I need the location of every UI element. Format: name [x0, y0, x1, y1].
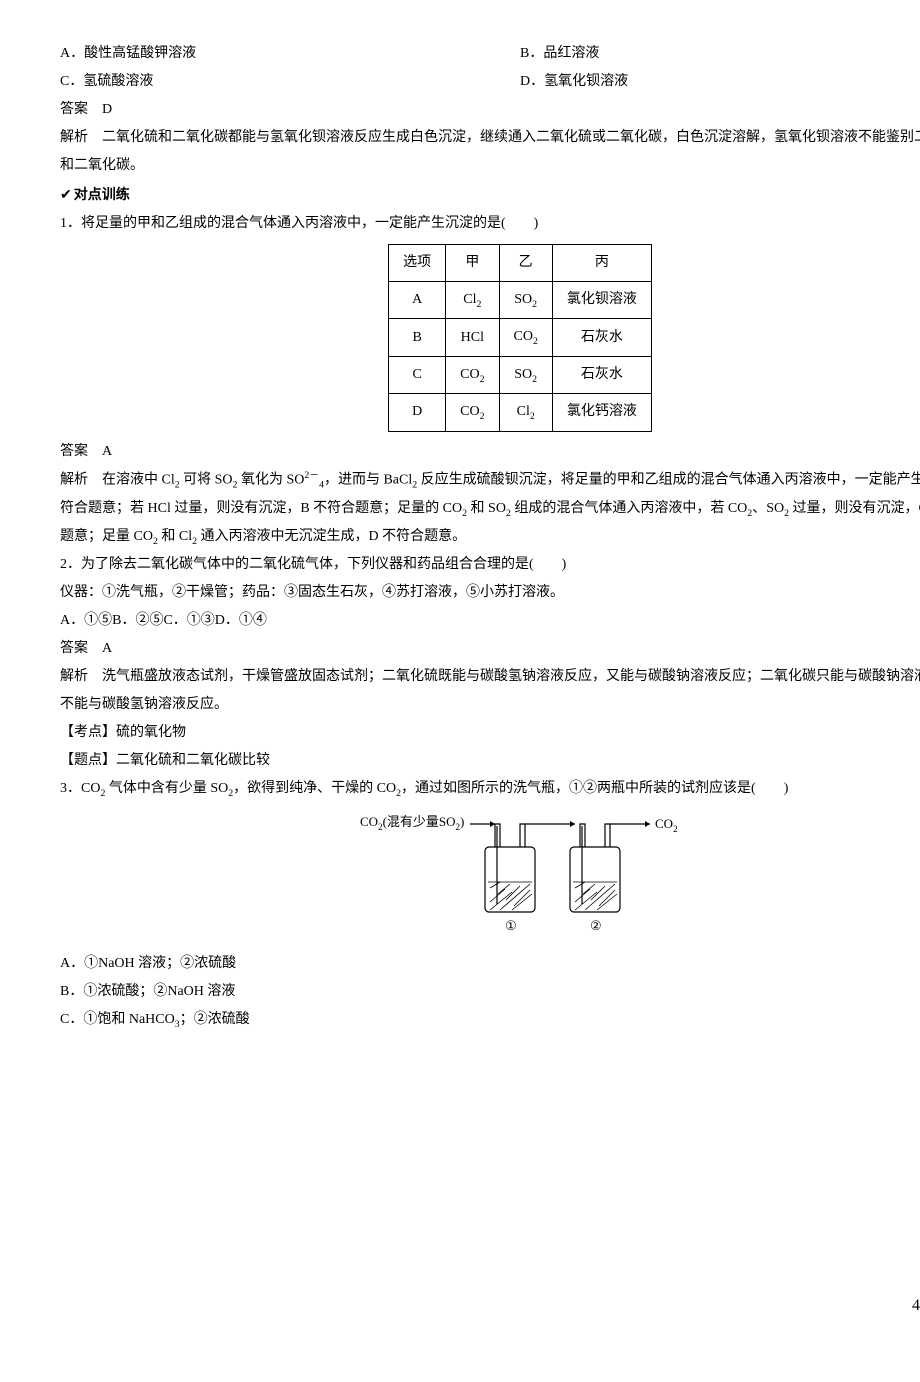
q1-stem: 1．将足量的甲和乙组成的混合气体通入丙溶液中，一定能产生沉淀的是( ) — [60, 210, 920, 238]
svg-text:②: ② — [590, 918, 602, 933]
t: 气体中含有少量 SO — [105, 781, 228, 796]
t: 和 SO — [467, 501, 506, 516]
q3-diagram: CO2(混有少量SO2) — [340, 812, 700, 942]
q0-explanation: 解析 二氧化硫和二氧化碳都能与氢氧化钡溶液反应生成白色沉淀，继续通入二氧化硫或二… — [60, 124, 920, 180]
cell-jia: CO2 — [446, 356, 499, 393]
chem: Cl — [463, 292, 476, 307]
chem: CO — [460, 367, 479, 382]
t: 氧化为 SO — [237, 472, 304, 487]
sub: 2 — [533, 336, 538, 347]
t: ，欲得到纯净、干燥的 CO — [233, 781, 396, 796]
th-yi: 乙 — [499, 245, 552, 282]
table-row: C CO2 SO2 石灰水 — [389, 356, 652, 393]
q0-opt-c: C．氢硫酸溶液 — [60, 68, 520, 96]
q2-stem: 2．为了除去二氧化碳气体中的二氧化硫气体，下列仪器和药品组合合理的是( ) — [60, 551, 920, 579]
t: 通入丙溶液中无沉淀生成，D 不符合题意。 — [197, 529, 466, 544]
cell-bing: 石灰水 — [552, 319, 651, 356]
cell-opt: A — [389, 282, 446, 319]
section-heading-label: 对点训练 — [74, 188, 130, 203]
q0-answer: 答案 D — [60, 96, 920, 124]
cell-bing: 氯化钙溶液 — [552, 394, 651, 431]
table-row: D CO2 Cl2 氯化钙溶液 — [389, 394, 652, 431]
kaodian: 【考点】硫的氧化物 — [60, 719, 920, 747]
t: 解析 在溶液中 Cl — [60, 472, 175, 487]
cell-opt: D — [389, 394, 446, 431]
table-row: A Cl2 SO2 氯化钡溶液 — [389, 282, 652, 319]
svg-text:CO2: CO2 — [655, 816, 678, 834]
cell-opt: C — [389, 356, 446, 393]
sub: 2 — [476, 299, 481, 310]
table-row: B HCl CO2 石灰水 — [389, 319, 652, 356]
tidian: 【题点】二氧化硫和二氧化碳比较 — [60, 747, 920, 775]
table-row: 选项 甲 乙 丙 — [389, 245, 652, 282]
q1-table: 选项 甲 乙 丙 A Cl2 SO2 氯化钡溶液 B HCl CO2 石灰水 C… — [388, 244, 652, 432]
q3-opt-a: A．①NaOH 溶液；②浓硫酸 — [60, 950, 920, 978]
t: 组成的混合气体通入丙溶液中，若 CO — [511, 501, 747, 516]
cell-bing: 氯化钡溶液 — [552, 282, 651, 319]
cell-bing: 石灰水 — [552, 356, 651, 393]
sub: 2 — [532, 374, 537, 385]
cell-jia: Cl2 — [446, 282, 499, 319]
q1-explanation: 解析 在溶液中 Cl2 可将 SO2 氧化为 SO2－4，进而与 BaCl2 反… — [60, 466, 920, 552]
chem: Cl — [517, 404, 530, 419]
q0-opt-d: D．氢氧化钡溶液 — [520, 68, 920, 96]
cell-opt: B — [389, 319, 446, 356]
t: 可将 SO — [180, 472, 233, 487]
sub: 2 — [530, 411, 535, 422]
sub: 2 — [532, 299, 537, 310]
q3-stem: 3．CO2 气体中含有少量 SO2，欲得到纯净、干燥的 CO2，通过如图所示的洗… — [60, 775, 920, 803]
cell-jia: HCl — [446, 319, 499, 356]
cell-yi: SO2 — [499, 282, 552, 319]
cell-jia: CO2 — [446, 394, 499, 431]
t: C．①饱和 NaHCO — [60, 1012, 175, 1027]
cell-yi: SO2 — [499, 356, 552, 393]
chem: SO — [514, 367, 532, 382]
th-bing: 丙 — [552, 245, 651, 282]
q0-opt-a: A．酸性高锰酸钾溶液 — [60, 40, 520, 68]
chem: HCl — [461, 330, 484, 345]
svg-text:①: ① — [505, 918, 517, 933]
t: ，通过如图所示的洗气瓶，①②两瓶中所装的试剂应该是( ) — [401, 781, 788, 796]
sub: 2 — [480, 374, 485, 385]
section-heading: ✔对点训练 — [60, 180, 920, 210]
cell-yi: CO2 — [499, 319, 552, 356]
q0-opt-b: B．品红溶液 — [520, 40, 920, 68]
t: ，进而与 BaCl — [324, 472, 412, 487]
chem: SO — [514, 292, 532, 307]
t: 和 Cl — [158, 529, 192, 544]
q3-opt-c: C．①饱和 NaHCO3；②浓硫酸 — [60, 1006, 920, 1034]
t: 、SO — [752, 501, 784, 516]
q2-sub: 仪器：①洗气瓶，②干燥管；药品：③固态生石灰，④苏打溶液，⑤小苏打溶液。 — [60, 579, 920, 607]
chem: CO — [514, 329, 533, 344]
page-number: 4 — [912, 1290, 920, 1322]
sub: 2 — [480, 411, 485, 422]
chem: CO — [460, 404, 479, 419]
q1-answer: 答案 A — [60, 438, 920, 466]
th-jia: 甲 — [446, 245, 499, 282]
th-opt: 选项 — [389, 245, 446, 282]
t: ；②浓硫酸 — [180, 1012, 250, 1027]
q2-opts: A．①⑤B．②⑤C．①③D．①④ — [60, 607, 920, 635]
q3-opt-b: B．①浓硫酸；②NaOH 溶液 — [60, 978, 920, 1006]
cell-yi: Cl2 — [499, 394, 552, 431]
t: 3．CO — [60, 781, 100, 796]
svg-text:CO2(混有少量SO2): CO2(混有少量SO2) — [360, 814, 464, 832]
q2-answer: 答案 A — [60, 635, 920, 663]
q2-explanation: 解析 洗气瓶盛放液态试剂，干燥管盛放固态试剂；二氧化硫既能与碳酸氢钠溶液反应，又… — [60, 663, 920, 719]
